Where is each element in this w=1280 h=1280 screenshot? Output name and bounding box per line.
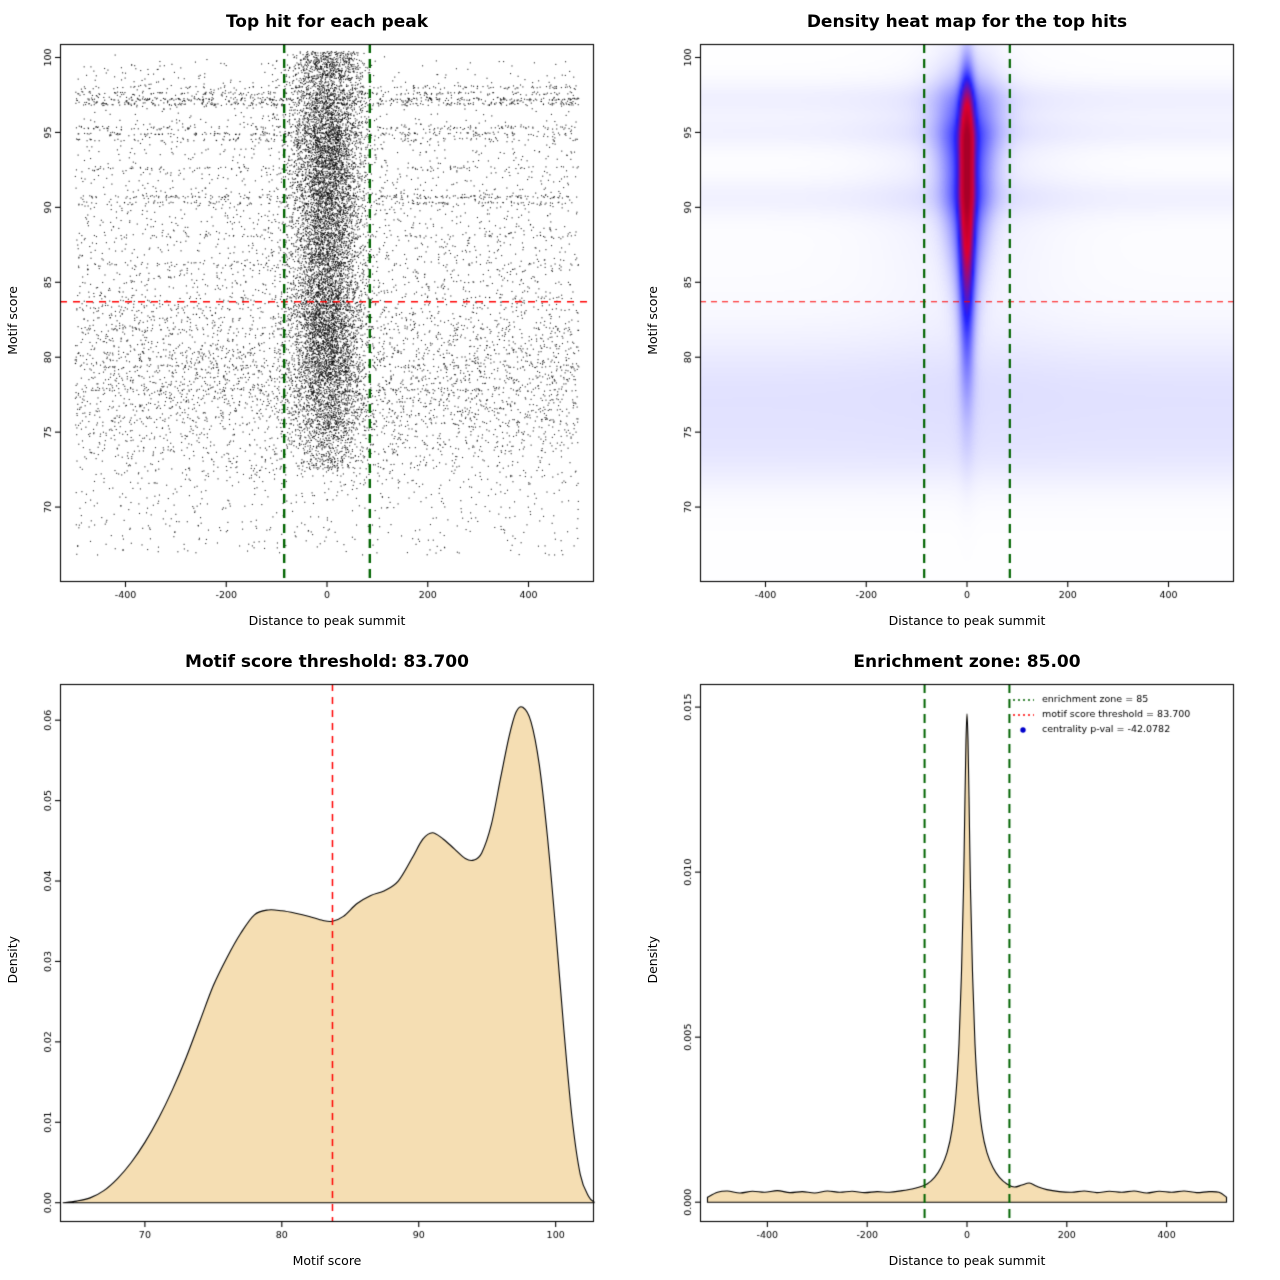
y-axis-label-text: Density xyxy=(4,936,20,984)
y-axis-label: Motif score xyxy=(4,0,20,640)
chart-title: Top hit for each peak xyxy=(225,12,429,32)
x-axis-label: Distance to peak summit xyxy=(248,613,406,628)
distance-density-canvas xyxy=(640,640,1280,1280)
panel-scatter-top-hits: Top hit for each peak Motif score Distan… xyxy=(0,0,640,640)
panel-motif-score-density: Motif score threshold: 83.700 Density Mo… xyxy=(0,640,640,1280)
x-axis-label: Distance to peak summit xyxy=(888,613,1046,628)
chart-title: Density heat map for the top hits xyxy=(806,12,1128,32)
chart-title: Enrichment zone: 85.00 xyxy=(853,652,1081,672)
panel-density-heatmap: Density heat map for the top hits Motif … xyxy=(640,0,1280,640)
y-axis-label: Density xyxy=(4,640,20,1280)
x-axis-label: Motif score xyxy=(292,1253,362,1268)
y-axis-label-text: Motif score xyxy=(644,285,660,355)
motif-score-density-canvas xyxy=(0,640,640,1280)
chart-title: Motif score threshold: 83.700 xyxy=(185,652,469,672)
heatmap-canvas xyxy=(640,0,1280,640)
scatter-plot-canvas xyxy=(0,0,640,640)
y-axis-label-text: Density xyxy=(644,936,660,984)
x-axis-label: Distance to peak summit xyxy=(888,1253,1046,1268)
panel-distance-density: Enrichment zone: 85.00 Density Distance … xyxy=(640,640,1280,1280)
y-axis-label: Motif score xyxy=(644,0,660,640)
y-axis-label: Density xyxy=(644,640,660,1280)
y-axis-label-text: Motif score xyxy=(4,285,20,355)
